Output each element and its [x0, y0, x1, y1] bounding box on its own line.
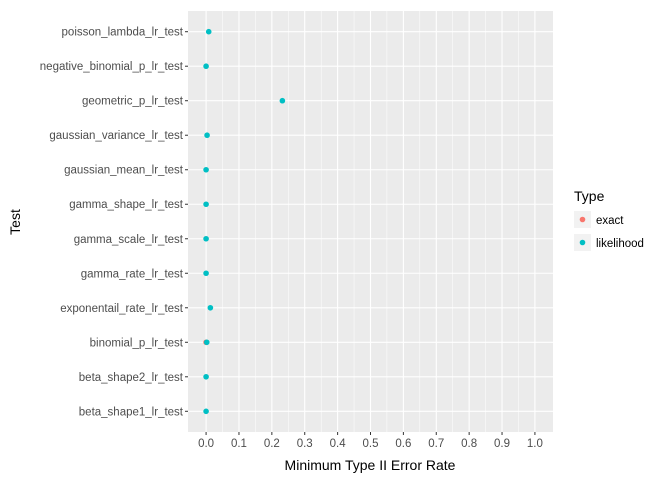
y-tick-label: binomial_p_lr_test [90, 337, 184, 349]
x-axis-title: Minimum Type II Error Rate [285, 457, 456, 473]
data-point-likelihood [204, 132, 210, 139]
y-tick-label: poisson_lambda_lr_test [62, 27, 184, 39]
y-tick-label: beta_shape1_lr_test [79, 406, 184, 418]
data-point-likelihood [279, 97, 286, 104]
x-tick-label: 0.1 [231, 438, 247, 450]
x-tick-label: 0.2 [264, 438, 280, 450]
y-tick-label: gaussian_mean_lr_test [64, 165, 184, 177]
data-point-likelihood [203, 166, 209, 173]
y-axis: beta_shape1_lr_test beta_shape2_lr_test bi… [40, 27, 188, 418]
legend: Type exact likelihood [574, 188, 644, 251]
y-tick-label: beta_shape2_lr_test [79, 372, 184, 384]
legend-label: exact [596, 215, 624, 227]
data-point-likelihood [203, 63, 209, 70]
data-point-likelihood [203, 408, 209, 415]
data-point-likelihood [207, 304, 214, 311]
y-tick-label: negative_binomial_p_lr_test [40, 61, 184, 73]
y-tick-label: gamma_rate_lr_test [81, 268, 184, 280]
y-tick-label: gamma_shape_lr_test [69, 199, 184, 211]
legend-key-exact [579, 216, 586, 223]
x-tick-label: 0.5 [363, 438, 379, 450]
data-point-likelihood [203, 270, 209, 277]
plot-panel [188, 11, 553, 432]
x-tick-label: 0.4 [330, 438, 347, 450]
x-tick-label: 0.3 [297, 438, 313, 450]
legend-key-likelihood [579, 239, 586, 246]
x-axis: 0.0 0.1 0.2 0.3 0.4 0.5 0.6 0.7 0.8 0.9 1.0 [198, 432, 543, 450]
data-point-likelihood [203, 235, 209, 242]
legend-label: likelihood [596, 238, 644, 250]
y-axis-title: Test [7, 209, 23, 235]
data-point-likelihood [203, 339, 210, 346]
y-tick-label: exponentail_rate_lr_test [60, 303, 184, 315]
y-tick-label: gamma_scale_lr_test [74, 234, 184, 246]
y-tick-label: gaussian_variance_lr_test [49, 130, 183, 142]
data-point-likelihood [203, 373, 209, 380]
data-point-likelihood [203, 201, 209, 208]
data-point-likelihood [205, 28, 212, 35]
x-tick-label: 0.7 [428, 438, 444, 450]
x-tick-label: 0.6 [395, 438, 411, 450]
x-tick-label: 1.0 [527, 438, 543, 450]
x-tick-label: 0.9 [494, 438, 510, 450]
x-tick-label: 0.8 [461, 438, 477, 450]
x-tick-label: 0.0 [198, 438, 214, 450]
legend-title: Type [574, 188, 605, 204]
y-tick-label: geometric_p_lr_test [82, 96, 184, 108]
data-points [203, 28, 286, 415]
